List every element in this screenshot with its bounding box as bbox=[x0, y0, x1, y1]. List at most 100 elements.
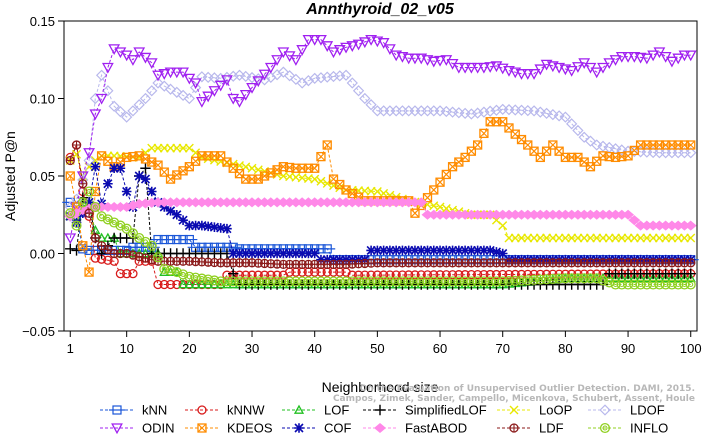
data-point bbox=[89, 109, 102, 121]
data-point bbox=[102, 214, 113, 225]
data-point bbox=[460, 270, 470, 280]
data-point bbox=[434, 55, 446, 67]
data-point bbox=[291, 248, 301, 259]
data-point bbox=[528, 105, 540, 117]
data-point bbox=[572, 124, 584, 137]
data-point bbox=[302, 34, 315, 46]
data-point bbox=[196, 279, 207, 289]
series-line bbox=[69, 190, 691, 285]
data-point bbox=[184, 279, 195, 289]
data-point bbox=[465, 62, 478, 74]
data-point bbox=[496, 63, 509, 75]
legend-label: LOF bbox=[324, 403, 349, 418]
data-point bbox=[366, 245, 376, 256]
data-point bbox=[384, 44, 396, 56]
y-tick-label: −0.05 bbox=[22, 324, 55, 339]
data-point bbox=[553, 110, 565, 122]
data-point bbox=[333, 45, 346, 56]
data-point bbox=[346, 77, 358, 89]
data-point bbox=[460, 152, 470, 163]
data-point bbox=[352, 39, 365, 51]
series-layer bbox=[62, 34, 699, 290]
data-point bbox=[278, 248, 289, 259]
data-point bbox=[509, 423, 519, 433]
data-point bbox=[648, 272, 659, 283]
data-point bbox=[177, 279, 189, 289]
x-tick-label: 20 bbox=[182, 341, 196, 356]
data-point bbox=[159, 279, 169, 290]
series-line bbox=[69, 71, 691, 208]
data-point bbox=[290, 73, 302, 86]
data-point bbox=[622, 209, 635, 220]
data-point bbox=[629, 272, 640, 283]
legend-label: kNN bbox=[142, 403, 167, 418]
axes: 1 10 20 30 40 50 60 70 80 90 100 −0.05 0.00 0.05 0.10 0… bbox=[22, 14, 701, 356]
legend-item: INFLO bbox=[588, 421, 668, 434]
legend-item: LoOP bbox=[497, 403, 572, 418]
data-point bbox=[534, 106, 546, 118]
data-point bbox=[134, 251, 144, 262]
data-point bbox=[341, 254, 351, 265]
data-point bbox=[678, 50, 691, 62]
data-point bbox=[178, 215, 188, 225]
data-point bbox=[435, 270, 445, 280]
data-point bbox=[452, 62, 465, 74]
citation-line1: On the Evaluation of Unsupervised Outlie… bbox=[360, 384, 695, 394]
data-point bbox=[409, 53, 421, 65]
data-point bbox=[504, 269, 514, 280]
data-point bbox=[127, 55, 139, 66]
data-point bbox=[78, 171, 88, 181]
data-point bbox=[284, 248, 295, 259]
data-point bbox=[410, 208, 420, 218]
data-point bbox=[358, 37, 371, 49]
x-tick-label: 40 bbox=[307, 341, 321, 356]
data-point bbox=[609, 55, 622, 66]
data-point bbox=[197, 220, 207, 231]
data-point bbox=[78, 241, 88, 251]
data-point bbox=[686, 140, 696, 150]
citation-line2: Campos, Zimek, Sander, Campello, Micenko… bbox=[333, 394, 695, 404]
data-point bbox=[253, 248, 264, 259]
data-point bbox=[316, 151, 326, 162]
y-tick-label: 0.05 bbox=[30, 169, 55, 184]
data-point bbox=[240, 70, 252, 83]
data-point bbox=[266, 248, 276, 259]
data-point bbox=[153, 279, 163, 290]
data-point bbox=[478, 106, 490, 118]
data-point bbox=[509, 405, 519, 415]
data-point bbox=[479, 245, 489, 256]
data-point bbox=[641, 272, 652, 283]
data-point bbox=[215, 72, 227, 84]
data-point bbox=[84, 267, 94, 277]
data-point bbox=[622, 272, 634, 283]
data-point bbox=[145, 58, 158, 70]
x-tick-label: 10 bbox=[119, 341, 133, 356]
data-point bbox=[277, 66, 290, 78]
data-point bbox=[272, 248, 282, 259]
data-point bbox=[152, 252, 164, 263]
data-point bbox=[222, 223, 232, 234]
legend-label: ODIN bbox=[142, 421, 175, 434]
series-fastabod bbox=[64, 197, 697, 231]
data-point bbox=[70, 193, 83, 205]
series-inflo bbox=[65, 186, 696, 290]
data-point bbox=[441, 270, 451, 280]
data-point bbox=[65, 208, 76, 219]
data-point bbox=[164, 67, 177, 79]
data-point bbox=[441, 169, 451, 180]
data-point bbox=[71, 140, 82, 150]
legend-label: LDOF bbox=[630, 403, 665, 418]
legend-label: kNNW bbox=[227, 403, 265, 418]
data-point bbox=[322, 254, 333, 265]
data-point bbox=[484, 105, 496, 117]
data-point bbox=[472, 140, 483, 150]
data-point bbox=[184, 220, 195, 231]
data-point bbox=[146, 186, 157, 197]
data-point bbox=[95, 69, 108, 81]
data-point bbox=[115, 268, 126, 279]
legend-item: LDOF bbox=[588, 403, 665, 418]
data-point bbox=[447, 270, 458, 280]
x-tick-label: 60 bbox=[433, 341, 447, 356]
data-point bbox=[622, 52, 634, 63]
data-point bbox=[471, 107, 484, 119]
